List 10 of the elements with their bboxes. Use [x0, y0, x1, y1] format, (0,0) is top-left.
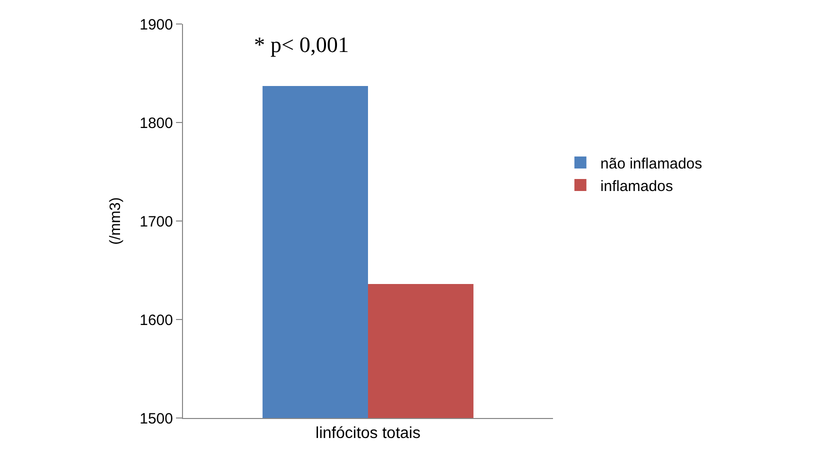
annotation: * p< 0,001	[254, 32, 349, 57]
legend-label: inflamados	[600, 178, 673, 195]
y-tick-label: 1800	[140, 114, 173, 132]
x-tick-label: linfócitos totais	[316, 425, 420, 442]
y-tick-label: 1700	[140, 213, 173, 230]
y-axis-title: (/mm3)	[106, 197, 124, 245]
y-tick-label: 1600	[140, 312, 173, 329]
y-tick-label: 1500	[140, 410, 173, 428]
y-tick-label: 1900	[140, 16, 173, 34]
legend-label: não inflamados	[600, 155, 702, 172]
